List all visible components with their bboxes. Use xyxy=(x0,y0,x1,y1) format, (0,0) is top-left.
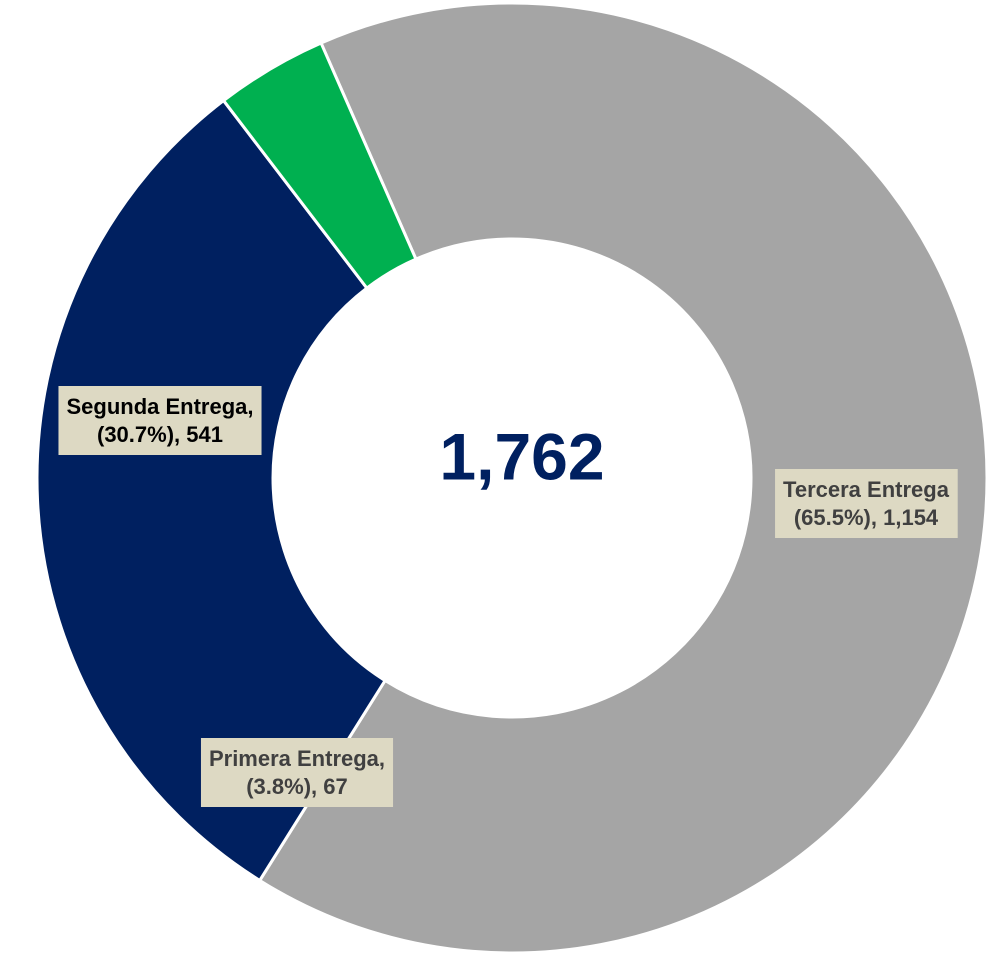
label-line: (30.7%), 541 xyxy=(97,422,223,447)
label-text: Primera Entrega, (3.8%), 67 xyxy=(209,746,385,799)
label-text: Segunda Entrega, (30.7%), 541 xyxy=(66,394,253,447)
label-box xyxy=(775,469,958,538)
slice xyxy=(35,98,388,883)
label-box xyxy=(58,386,262,455)
total-label: 1,762 xyxy=(439,419,604,493)
label-text: Tercera Entrega (65.5%), 1,154 xyxy=(783,477,950,530)
label-value: 541 xyxy=(186,422,223,447)
label-percent: (3.8%), xyxy=(246,774,317,799)
slice xyxy=(257,1,989,955)
data-labels: Tercera Entrega (65.5%), 1,154 Segunda Ent… xyxy=(58,386,958,807)
data-label: Segunda Entrega, (30.7%), 541 xyxy=(58,386,262,455)
label-box xyxy=(200,738,394,807)
label-category: Primera Entrega, xyxy=(209,746,385,771)
label-percent: (30.7%), xyxy=(97,422,180,447)
label-line: (3.8%), 67 xyxy=(246,774,348,799)
label-category: Tercera Entrega xyxy=(783,477,950,502)
label-category: Segunda Entrega, xyxy=(66,394,253,419)
label-line: (65.5%), 1,154 xyxy=(794,505,939,530)
label-value: 67 xyxy=(323,774,347,799)
label-percent: (65.5%), xyxy=(794,505,877,530)
slices xyxy=(35,1,989,955)
label-value: 1,154 xyxy=(883,505,939,530)
slice xyxy=(221,41,418,291)
data-label: Tercera Entrega (65.5%), 1,154 xyxy=(775,469,958,538)
data-label: Primera Entrega, (3.8%), 67 xyxy=(200,738,394,807)
